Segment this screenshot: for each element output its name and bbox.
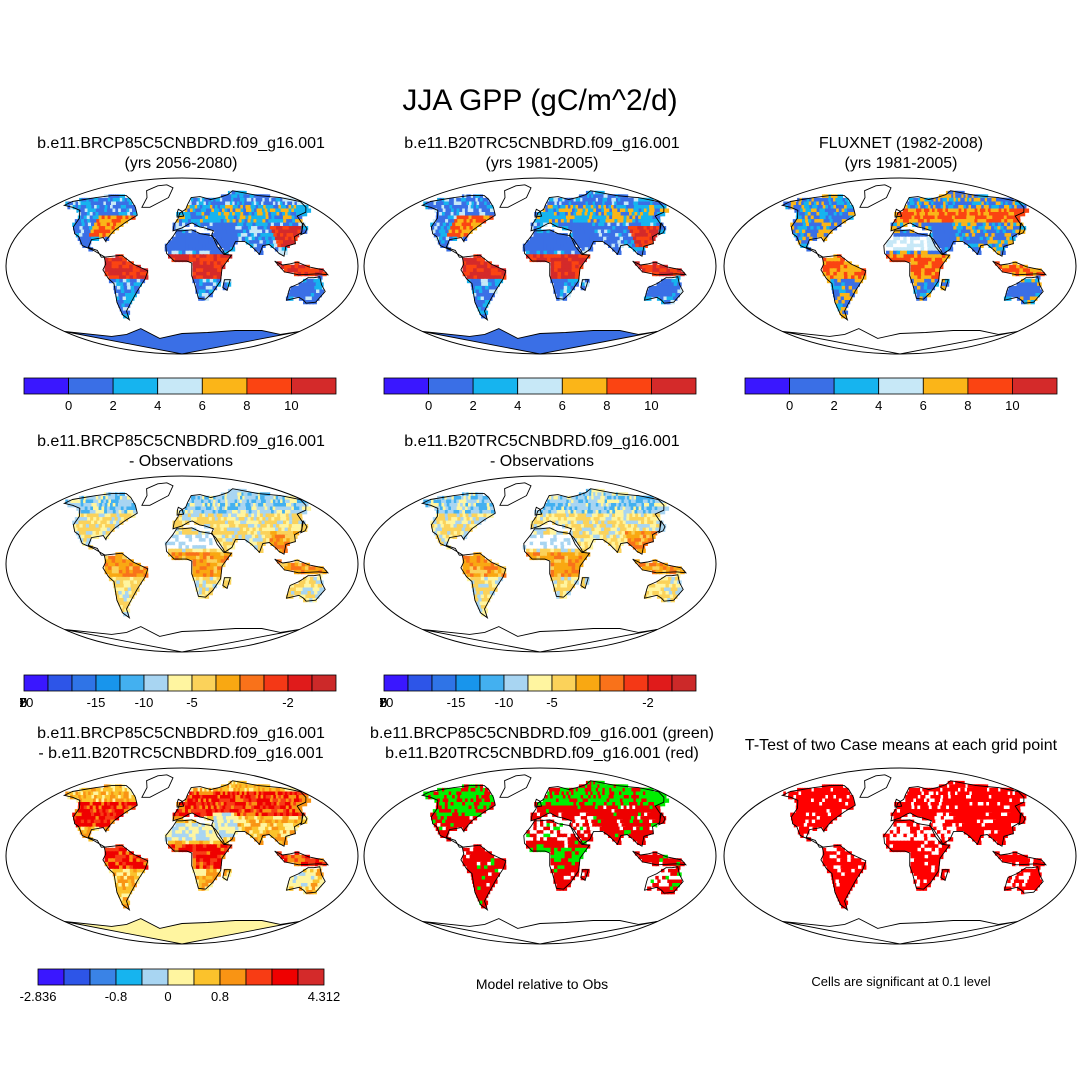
svg-text:0: 0	[786, 398, 793, 413]
svg-text:4: 4	[154, 398, 161, 413]
map-future-gpp	[5, 177, 359, 355]
panel-2-title-line2: (yrs 1981-2005)	[485, 155, 599, 172]
caption-model-relative-obs: Model relative to Obs	[475, 976, 609, 992]
caption-significance: Cells are significant at 0.1 level	[811, 974, 991, 989]
panel-5-title: b.e11.B20TRC5CNBDRD.f09_g16.001 - Observ…	[362, 432, 722, 472]
map-case-difference	[5, 767, 359, 945]
panel-8-title: T-Test of two Case means at each grid po…	[722, 736, 1080, 756]
svg-text:8: 8	[243, 398, 250, 413]
svg-text:6: 6	[199, 398, 206, 413]
panel-2-title: b.e11.B20TRC5CNBDRD.f09_g16.001 (yrs 198…	[362, 134, 722, 174]
map-future-minus-obs	[5, 475, 359, 653]
panel-8-title-line1: T-Test of two Case means at each grid po…	[744, 737, 1058, 754]
colorbar-diff-1: -20-15-10-5-2025101520	[20, 674, 337, 710]
panel-4-title: b.e11.BRCP85C5CNBDRD.f09_g16.001 - Obser…	[0, 432, 362, 472]
map-model-relative-obs	[363, 767, 717, 945]
colorbar-abs-2: 0 2 4 6 8 10	[383, 377, 697, 413]
panel-7-title: b.e11.BRCP85C5CNBDRD.f09_g16.001 (green)…	[362, 724, 722, 764]
panel-7-title-line1: b.e11.BRCP85C5CNBDRD.f09_g16.001 (green)	[370, 725, 714, 742]
map-historical-minus-obs	[363, 475, 717, 653]
svg-text:2: 2	[469, 398, 476, 413]
svg-text:10: 10	[644, 398, 658, 413]
panel-1-title: b.e11.BRCP85C5CNBDRD.f09_g16.001 (yrs 20…	[0, 134, 362, 174]
colorbar-diff-2: -20-15-10-5-2025101520	[380, 674, 697, 710]
panel-1-title-line1: b.e11.BRCP85C5CNBDRD.f09_g16.001	[37, 135, 325, 152]
panel-1-title-line2: (yrs 2056-2080)	[124, 155, 238, 172]
panel-4-title-line1: b.e11.BRCP85C5CNBDRD.f09_g16.001	[37, 433, 325, 450]
panel-4-title-line2: - Observations	[128, 453, 234, 470]
panel-7-title-line2: b.e11.B20TRC5CNBDRD.f09_g16.001 (red)	[385, 745, 699, 762]
panel-3-title-line2: (yrs 1981-2005)	[844, 155, 958, 172]
svg-text:4: 4	[875, 398, 882, 413]
panel-3-title: FLUXNET (1982-2008) (yrs 1981-2005)	[722, 134, 1080, 174]
colorbar-abs-1: 0 2 4 6 8 10	[23, 377, 337, 413]
figure-title: JJA GPP (gC/m^2/d)	[402, 84, 678, 117]
panel-3-title-line1: FLUXNET (1982-2008)	[818, 135, 984, 152]
panel-6-title-line1: b.e11.BRCP85C5CNBDRD.f09_g16.001	[37, 725, 325, 742]
colorbar-case-diff: -2.836 -0.8 0 0.8 4.312	[20, 968, 340, 1004]
map-t-test-significance	[723, 767, 1077, 945]
svg-text:6: 6	[559, 398, 566, 413]
colorbar-abs-3: 0 2 4 6 8 10	[744, 377, 1058, 413]
svg-text:2: 2	[109, 398, 116, 413]
svg-text:2: 2	[830, 398, 837, 413]
panel-6-title: b.e11.BRCP85C5CNBDRD.f09_g16.001 - b.e11…	[0, 724, 362, 764]
panel-5-title-line2: - Observations	[489, 453, 595, 470]
panel-6-title-line2: - b.e11.B20TRC5CNBDRD.f09_g16.001	[38, 745, 324, 762]
svg-text:4: 4	[514, 398, 521, 413]
svg-text:8: 8	[964, 398, 971, 413]
panel-2-title-line1: b.e11.B20TRC5CNBDRD.f09_g16.001	[404, 135, 680, 152]
svg-text:8: 8	[603, 398, 610, 413]
svg-text:10: 10	[1005, 398, 1019, 413]
map-historical-gpp	[363, 177, 717, 355]
panel-5-title-line1: b.e11.B20TRC5CNBDRD.f09_g16.001	[404, 433, 680, 450]
svg-text:0: 0	[65, 398, 72, 413]
svg-text:10: 10	[284, 398, 298, 413]
svg-text:6: 6	[920, 398, 927, 413]
svg-text:0: 0	[425, 398, 432, 413]
map-fluxnet-gpp	[723, 177, 1077, 355]
